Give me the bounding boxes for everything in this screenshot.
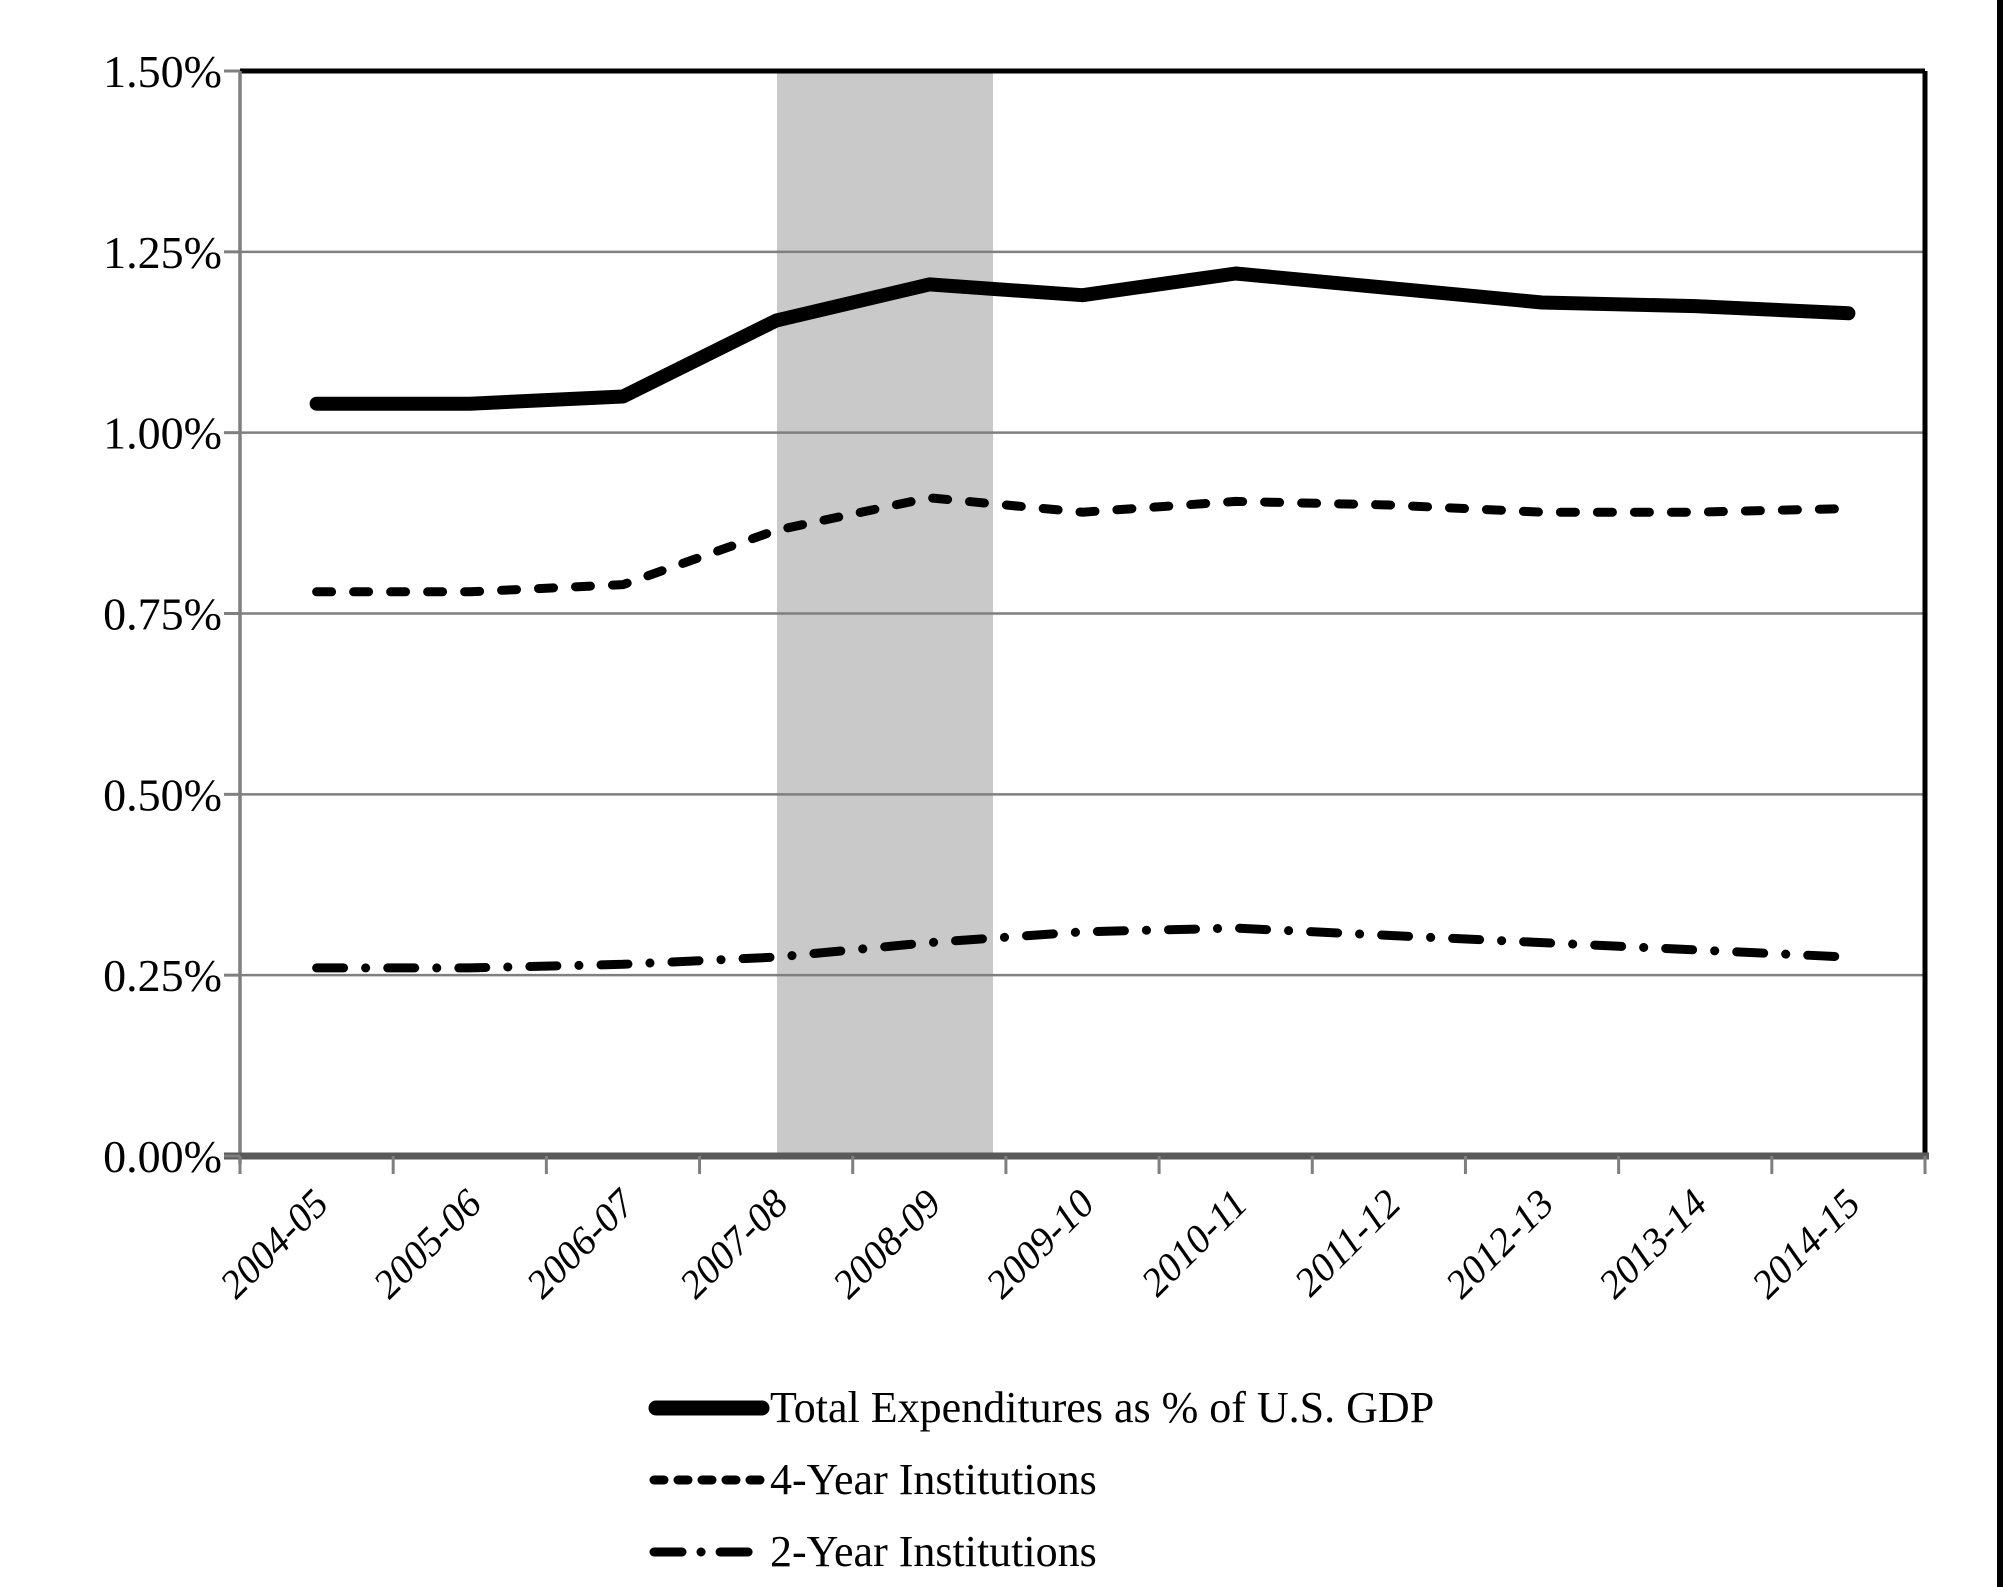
- x-axis-label-2012-13: 2012-13: [1436, 1181, 1562, 1307]
- y-axis-label: 1.00%: [103, 408, 222, 459]
- x-axis-label-2007-08: 2007-08: [670, 1181, 796, 1307]
- y-axis-label: 0.50%: [103, 769, 222, 820]
- x-axis-label-2006-07: 2006-07: [517, 1179, 645, 1307]
- legend-dashed-line-sample: [649, 1475, 770, 1485]
- y-axis-label: 1.25%: [103, 227, 222, 278]
- y-axis-label: 1.50%: [103, 46, 222, 97]
- legend-dash-dot-line-sample: [649, 1547, 770, 1557]
- legend-label: Total Expenditures as % of U.S. GDP: [770, 1383, 1435, 1432]
- y-axis-label: 0.75%: [103, 589, 222, 640]
- figure-right-border: [1997, 0, 2003, 1587]
- x-axis-label-2014-15: 2014-15: [1743, 1181, 1869, 1307]
- legend-label: 4-Year Institutions: [770, 1455, 1097, 1504]
- legend-item-total-expenditures: Total Expenditures as % of U.S. GDP: [648, 1384, 1434, 1432]
- x-axis-label-2011-12: 2011-12: [1285, 1181, 1409, 1305]
- series-line-4-year-institutions: [312, 493, 1853, 597]
- legend-solid-line-sample: [648, 1400, 770, 1416]
- x-axis-label-2008-09: 2008-09: [824, 1181, 950, 1307]
- y-axis-label: 0.00%: [103, 1131, 222, 1182]
- legend-label: 2-Year Institutions: [770, 1527, 1097, 1576]
- series-line-total-expenditures-as-of-u-s-gdp: [309, 266, 1856, 411]
- x-axis-label-2010-11: 2010-11: [1132, 1181, 1256, 1305]
- chart-legend: Total Expenditures as % of U.S. GDP 4-Ye…: [648, 1384, 1434, 1576]
- y-axis-label: 0.25%: [103, 950, 222, 1001]
- series-line-2-year-institutions: [312, 923, 1853, 973]
- x-axis-label-2009-10: 2009-10: [977, 1181, 1103, 1307]
- legend-item-2-year-institutions: 2-Year Institutions: [648, 1528, 1434, 1576]
- legend-item-4-year-institutions: 4-Year Institutions: [648, 1456, 1434, 1504]
- x-axis-label-2005-06: 2005-06: [364, 1181, 490, 1307]
- x-axis-label-2013-14: 2013-14: [1589, 1181, 1715, 1307]
- x-axis-label-2004-05: 2004-05: [211, 1181, 337, 1307]
